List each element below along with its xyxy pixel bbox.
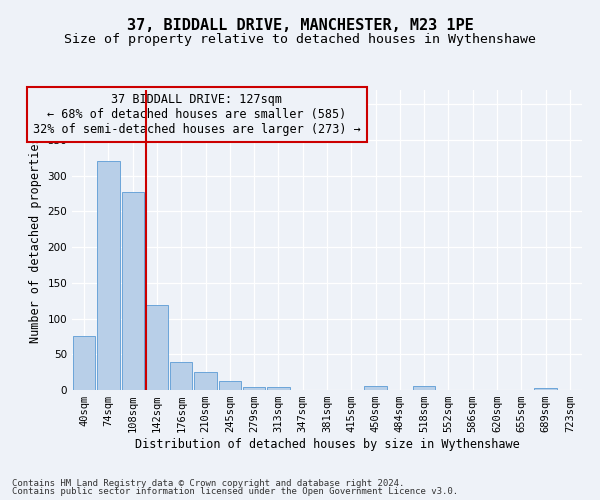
- Bar: [413, 386, 436, 390]
- Text: Contains HM Land Registry data © Crown copyright and database right 2024.: Contains HM Land Registry data © Crown c…: [12, 478, 404, 488]
- Bar: [535, 388, 557, 390]
- Y-axis label: Number of detached properties: Number of detached properties: [29, 136, 42, 344]
- Bar: [364, 386, 387, 390]
- Text: Contains public sector information licensed under the Open Government Licence v3: Contains public sector information licen…: [12, 487, 458, 496]
- Bar: [267, 387, 290, 390]
- Bar: [243, 387, 265, 390]
- Bar: [218, 382, 241, 390]
- Bar: [170, 362, 193, 390]
- Bar: [146, 305, 168, 390]
- Text: 37, BIDDALL DRIVE, MANCHESTER, M23 1PE: 37, BIDDALL DRIVE, MANCHESTER, M23 1PE: [127, 18, 473, 32]
- Bar: [73, 336, 95, 390]
- Bar: [97, 162, 119, 390]
- Text: 37 BIDDALL DRIVE: 127sqm
← 68% of detached houses are smaller (585)
32% of semi-: 37 BIDDALL DRIVE: 127sqm ← 68% of detach…: [33, 93, 361, 136]
- X-axis label: Distribution of detached houses by size in Wythenshawe: Distribution of detached houses by size …: [134, 438, 520, 451]
- Bar: [122, 192, 144, 390]
- Text: Size of property relative to detached houses in Wythenshawe: Size of property relative to detached ho…: [64, 32, 536, 46]
- Bar: [194, 372, 217, 390]
